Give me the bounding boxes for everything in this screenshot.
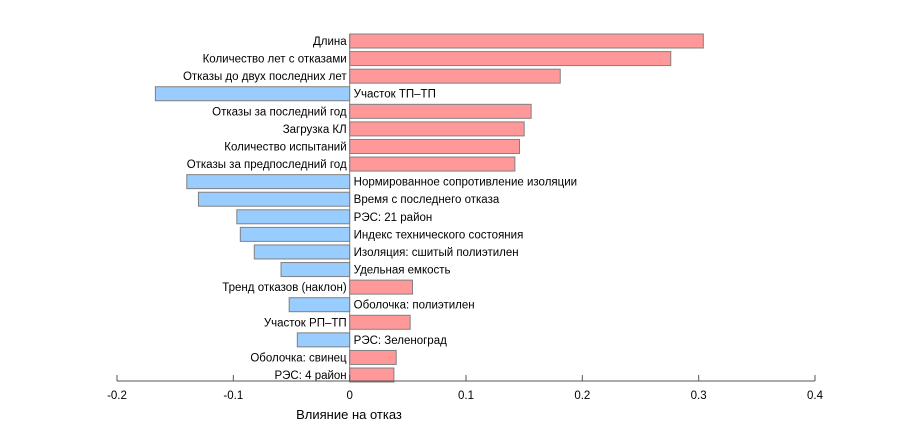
bar (296, 332, 351, 348)
bar (349, 367, 395, 383)
bar (349, 279, 413, 295)
x-tick-label: 0 (346, 390, 352, 402)
category-labels: Длина Количество лет с отказами Отказы до … (183, 36, 577, 382)
category-label: Отказы за предпоследний год (187, 159, 347, 171)
x-tick-label: -0.1 (223, 390, 243, 402)
bar (349, 51, 672, 67)
category-label: Количество лет с отказами (203, 54, 347, 66)
bar (349, 138, 521, 154)
category-label: Оболочка: свинец (250, 352, 347, 364)
category-label: Количество испытаний (224, 141, 346, 153)
x-tick-label: 0.2 (574, 390, 590, 402)
bar (349, 349, 397, 365)
category-label: Загрузка КЛ (283, 124, 347, 136)
x-tick-label: -0.2 (107, 390, 127, 402)
category-label: РЭС: 21 район (354, 212, 433, 224)
bar (349, 68, 561, 84)
x-tick-label: 0.3 (691, 390, 707, 402)
category-label: Удельная емкость (354, 265, 451, 277)
bar (253, 244, 351, 260)
category-label: Участок ТП–ТП (354, 89, 436, 101)
category-label: Изоляция: сшитый полиэтилен (354, 247, 519, 259)
category-label: Длина (313, 36, 347, 48)
bar (349, 156, 516, 172)
category-label: РЭС: Зеленоград (354, 335, 447, 347)
bar (236, 209, 351, 225)
bar (280, 262, 351, 278)
bar (154, 86, 351, 102)
category-label: Индекс технического состояния (354, 229, 524, 241)
category-label: Отказы до двух последних лет (183, 71, 347, 83)
bar (186, 174, 351, 190)
category-label: Оболочка: полиэтилен (354, 300, 475, 312)
category-label: Нормированное сопротивление изоляции (354, 177, 577, 189)
x-tick-label: 0.4 (807, 390, 824, 402)
bar (349, 103, 532, 119)
x-axis-label: Влияние на отказ (296, 407, 402, 422)
category-label: РЭС: 4 район (274, 370, 346, 382)
bar (239, 226, 351, 242)
bar (349, 33, 704, 49)
x-tick-label: 0.1 (458, 390, 474, 402)
x-axis: -0.2 -0.1 0 0.1 0.2 0.3 0.4 (107, 375, 824, 402)
category-label: Тренд отказов (наклон) (222, 282, 347, 294)
bar (349, 314, 411, 330)
bars-group (154, 33, 704, 383)
bar (197, 191, 351, 207)
category-label: Время с последнего отказа (354, 194, 500, 206)
bar (349, 121, 525, 137)
bar (288, 297, 351, 313)
category-label: Отказы за последний год (212, 106, 347, 118)
category-label: Участок РП–ТП (264, 317, 347, 329)
